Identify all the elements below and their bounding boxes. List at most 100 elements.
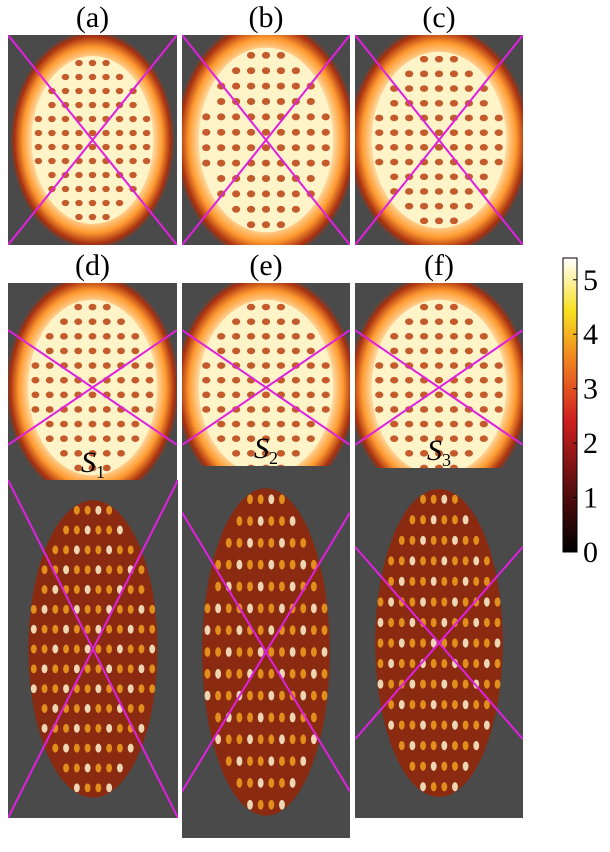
- pattern-spot: [88, 143, 97, 151]
- pattern-spot: [102, 333, 111, 340]
- pattern-spot: [149, 644, 156, 654]
- pattern-spot: [127, 585, 134, 594]
- pattern-spot: [145, 376, 154, 384]
- panel-label-text: (a): [76, 1, 109, 34]
- pattern-spot: [257, 799, 264, 810]
- pattern-spot: [289, 756, 296, 767]
- pattern-spot: [321, 690, 328, 701]
- pattern-spot: [246, 175, 256, 182]
- pattern-spot: [321, 625, 328, 636]
- pattern-spot: [127, 743, 134, 753]
- pattern-spot: [483, 638, 490, 648]
- pattern-spot: [464, 144, 473, 151]
- pattern-spot: [115, 199, 124, 207]
- panel-label: (f): [424, 249, 454, 282]
- pattern-spot: [115, 73, 124, 81]
- pattern-spot: [405, 450, 414, 457]
- pattern-spot: [452, 761, 458, 771]
- pattern-spot: [138, 624, 145, 634]
- pattern-spot: [142, 129, 151, 137]
- pattern-spot: [261, 318, 271, 325]
- cross-line: [182, 35, 350, 245]
- pattern-spot: [117, 435, 125, 442]
- pattern-spot: [441, 679, 448, 689]
- panel-label-text: (b): [249, 1, 284, 34]
- pattern-spot: [145, 406, 154, 413]
- pattern-spot: [48, 129, 56, 137]
- pattern-spot: [217, 128, 226, 136]
- pattern-spot: [236, 756, 243, 767]
- cross-line: [182, 511, 350, 793]
- pattern-spot: [449, 144, 459, 151]
- panel-label-subscript: 1: [96, 462, 105, 482]
- panel-label: (b): [249, 1, 284, 34]
- pattern-spot: [247, 494, 253, 505]
- pattern-spot: [106, 704, 113, 713]
- pattern-spot: [75, 185, 83, 193]
- pattern-spot: [88, 59, 97, 67]
- pattern-spot: [479, 376, 488, 384]
- pattern-spot: [138, 604, 145, 614]
- pattern-spot: [63, 624, 70, 634]
- pattern-spot: [95, 565, 102, 575]
- pattern-spot: [388, 617, 395, 628]
- pattern-spot: [202, 159, 211, 167]
- pattern-spot: [405, 391, 414, 399]
- pattern-spot: [276, 435, 286, 442]
- pattern-spot: [388, 576, 395, 587]
- pattern-spot: [479, 435, 488, 442]
- pattern-spot: [419, 85, 429, 92]
- pattern-spot: [494, 638, 501, 648]
- pattern-spot: [434, 99, 444, 107]
- pattern-spot: [215, 734, 222, 745]
- pattern-spot: [483, 617, 490, 628]
- pattern-spot: [217, 420, 226, 428]
- pattern-spot: [257, 603, 264, 614]
- pattern-spot: [276, 51, 286, 59]
- panel-label-text: (c): [422, 1, 455, 34]
- pattern-spot: [73, 763, 80, 773]
- pattern-spot: [204, 690, 211, 701]
- pattern-spot: [420, 782, 426, 792]
- pattern-spot: [405, 85, 414, 92]
- pattern-spot: [95, 704, 102, 713]
- pattern-spot: [88, 450, 97, 457]
- pattern-spot: [41, 604, 48, 614]
- pattern-spot: [117, 420, 125, 428]
- panel-label-text: S: [254, 432, 269, 465]
- pattern-spot: [61, 73, 70, 81]
- pattern-spot: [268, 581, 275, 592]
- pattern-spot: [60, 450, 68, 457]
- pattern-spot: [306, 406, 315, 413]
- pattern-spot: [419, 129, 429, 136]
- pattern-spot: [95, 525, 102, 535]
- pattern-spot: [63, 565, 70, 575]
- pattern-spot: [52, 704, 59, 713]
- pattern-spot: [60, 347, 68, 355]
- pattern-spot: [232, 67, 241, 75]
- pattern-spot: [434, 391, 444, 399]
- pattern-spot: [430, 761, 437, 771]
- pattern-spot: [246, 144, 256, 152]
- pattern-spot: [261, 391, 271, 399]
- pattern-spot: [257, 647, 264, 657]
- pattern-spot: [246, 450, 256, 457]
- pattern-spot: [375, 362, 384, 369]
- pattern-spot: [306, 113, 315, 121]
- pattern-spot: [479, 144, 488, 151]
- pattern-spot: [74, 464, 83, 472]
- pattern-spot: [276, 406, 286, 413]
- pattern-spot: [276, 190, 286, 198]
- pattern-spot: [434, 318, 444, 325]
- pattern-spot: [127, 624, 134, 634]
- pattern-spot: [102, 347, 111, 355]
- cross-line: [8, 329, 177, 446]
- pattern-spot: [215, 603, 222, 614]
- pattern-spot: [434, 144, 444, 151]
- pattern-spot: [232, 391, 241, 399]
- pattern-spot: [462, 741, 469, 751]
- pattern-spot: [420, 679, 426, 689]
- cross-line: [355, 329, 523, 446]
- pattern-spot: [449, 129, 459, 136]
